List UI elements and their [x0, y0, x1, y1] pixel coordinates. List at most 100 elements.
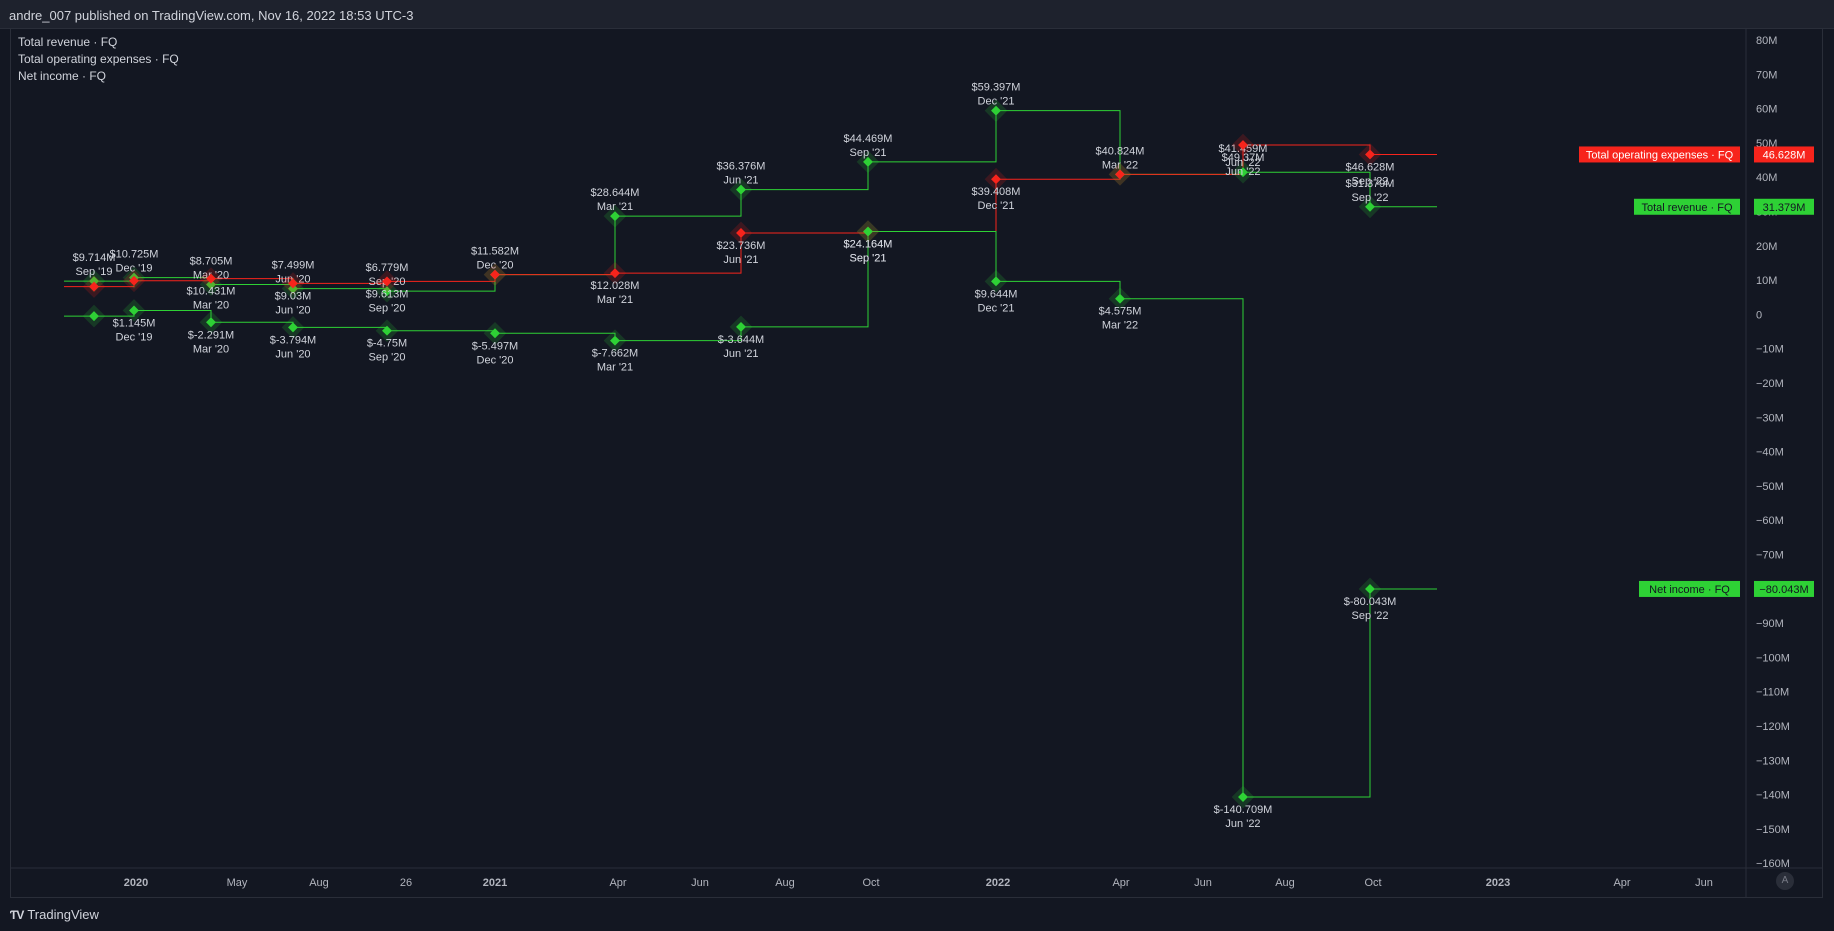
- point-marker-revenue: [610, 211, 620, 222]
- chart-frame[interactable]: [10, 28, 1823, 898]
- data-label: $-140.709M: [1214, 804, 1273, 816]
- date-label: Jun '21: [723, 175, 758, 187]
- y-tick-label: 10M: [1756, 275, 1777, 287]
- x-tick-label: Aug: [1275, 877, 1295, 889]
- data-label: $10.431M: [187, 286, 236, 298]
- date-label: Mar '22: [1102, 320, 1138, 332]
- point-marker-opex: [1238, 140, 1248, 151]
- last-value-tag: [1754, 198, 1814, 215]
- x-tick-label: Apr: [609, 877, 626, 889]
- point-marker-revenue: [991, 105, 1001, 116]
- point-marker-net-income: [490, 328, 500, 339]
- date-label: Sep '22: [1352, 175, 1389, 187]
- x-tick-label: 2023: [1486, 877, 1510, 889]
- date-label: Dec '20: [477, 260, 514, 272]
- x-tick-label: 2022: [986, 877, 1010, 889]
- data-label: $31.379M: [1346, 178, 1395, 190]
- point-marker-opex: [129, 275, 139, 286]
- data-label: $9.644M: [975, 288, 1018, 300]
- data-label: $49.37M: [1222, 152, 1265, 164]
- y-tick-label: 20M: [1756, 241, 1777, 253]
- legend-item-net-income[interactable]: Net income · FQ: [18, 69, 107, 83]
- date-label: Sep '20: [369, 302, 406, 314]
- point-marker-revenue: [1238, 167, 1248, 178]
- y-tick-label: −10M: [1756, 344, 1784, 356]
- point-marker-revenue: [1365, 201, 1375, 212]
- point-marker-opex: [1115, 169, 1125, 180]
- tradingview-logo-icon: ƬV: [10, 907, 24, 922]
- point-marker-net-income: [382, 325, 392, 336]
- data-label: $9.714M: [73, 252, 116, 264]
- date-label: Dec '19: [116, 263, 153, 275]
- data-label: $-2.291M: [188, 329, 234, 341]
- legend-item-opex[interactable]: Total operating expenses · FQ: [18, 52, 179, 66]
- auto-scale-button[interactable]: A: [1776, 872, 1794, 890]
- y-tick-label: −70M: [1756, 550, 1784, 562]
- date-label: Dec '21: [978, 200, 1015, 212]
- y-tick-label: −120M: [1756, 721, 1790, 733]
- date-label: Jun '21: [723, 254, 758, 266]
- x-tick-label: 2020: [124, 877, 148, 889]
- data-label: $24.164M: [844, 239, 893, 251]
- data-label: $-3.644M: [718, 334, 764, 346]
- date-label: Jun '22: [1225, 166, 1260, 178]
- point-marker-opex: [991, 174, 1001, 185]
- data-label: $-80.043M: [1344, 596, 1397, 608]
- x-tick-label: Aug: [775, 877, 795, 889]
- series-name-tag: [1639, 580, 1740, 597]
- x-tick-label: Jun: [1194, 877, 1212, 889]
- data-label: $-7.662M: [592, 348, 638, 360]
- data-label: $44.469M: [844, 133, 893, 145]
- series-name-tag-label: Total operating expenses · FQ: [1586, 149, 1734, 161]
- date-label: Mar '20: [193, 300, 229, 312]
- date-label: Mar '20: [193, 343, 229, 355]
- y-tick-label: −150M: [1756, 824, 1790, 836]
- point-marker-opex: [1365, 149, 1375, 160]
- date-label: Mar '22: [1102, 159, 1138, 171]
- point-marker-opex: [610, 268, 620, 279]
- series-name-tag: [1579, 146, 1740, 163]
- data-label: $4.575M: [1099, 306, 1142, 318]
- point-marker-opex: [206, 273, 216, 284]
- x-tick-label: Aug: [309, 877, 329, 889]
- data-label: $-3.794M: [270, 334, 316, 346]
- date-label: Jun '20: [275, 348, 310, 360]
- x-tick-label: Jun: [691, 877, 709, 889]
- point-marker-net-income: [863, 226, 873, 237]
- last-value-tag: [1754, 146, 1814, 163]
- y-tick-label: 60M: [1756, 104, 1777, 116]
- point-marker-opex: [490, 269, 500, 280]
- last-value-tag-label: 46.628M: [1763, 149, 1806, 161]
- y-tick-label: −40M: [1756, 447, 1784, 459]
- point-marker-net-income: [1238, 792, 1248, 802]
- point-marker-opex: [736, 228, 746, 238]
- data-label: $24.164M: [844, 239, 893, 251]
- point-marker-net-income: [129, 305, 139, 316]
- legend-item-revenue[interactable]: Total revenue · FQ: [18, 35, 118, 49]
- series-line-net-income: [64, 231, 1437, 798]
- series-name-tag-label: Net income · FQ: [1649, 584, 1730, 596]
- date-label: Dec '20: [477, 354, 514, 366]
- y-tick-label: 40M: [1756, 172, 1777, 184]
- data-label: $40.824M: [1096, 145, 1145, 157]
- y-tick-label: 80M: [1756, 35, 1777, 47]
- y-tick-label: −30M: [1756, 412, 1784, 424]
- data-label: $23.736M: [717, 240, 766, 252]
- point-marker-net-income: [991, 276, 1001, 287]
- last-value-tag-label: −80.043M: [1759, 584, 1808, 596]
- point-marker-net-income: [206, 317, 216, 328]
- x-tick-label: Oct: [1364, 877, 1381, 889]
- data-label: $59.397M: [972, 82, 1021, 94]
- data-label: $8.705M: [190, 256, 233, 268]
- point-marker-revenue: [382, 286, 392, 297]
- y-tick-label: −100M: [1756, 652, 1790, 664]
- y-tick-label: 0: [1756, 309, 1762, 321]
- data-label: $1.145M: [113, 317, 156, 329]
- data-label: $-5.497M: [472, 340, 518, 352]
- tradingview-brand[interactable]: ƬV TradingView: [10, 907, 99, 922]
- x-tick-label: 26: [400, 877, 412, 889]
- series-name-tag-label: Total revenue · FQ: [1641, 202, 1733, 214]
- y-tick-label: −20M: [1756, 378, 1784, 390]
- point-marker-net-income: [610, 335, 620, 346]
